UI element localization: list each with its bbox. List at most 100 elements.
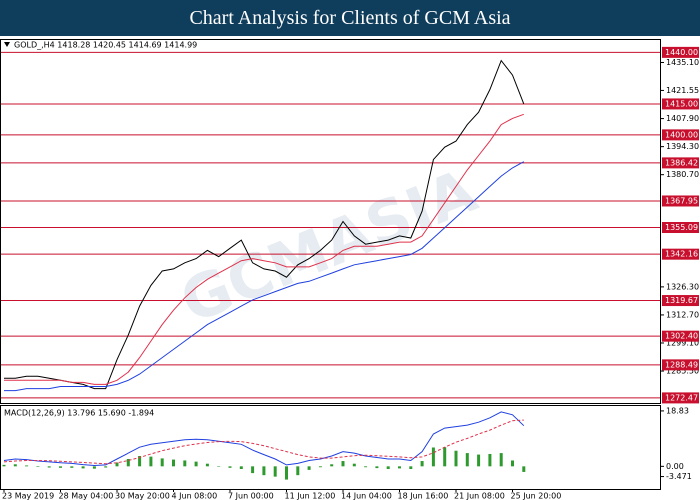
histogram-bar [138, 456, 142, 467]
histogram-bar [296, 466, 300, 476]
histogram-bar [386, 466, 390, 469]
x-tick-label: 7 Jun 00:00 [228, 492, 274, 500]
level-label: 1302.40 [665, 332, 698, 341]
histogram-bar [409, 466, 413, 469]
histogram-bar [420, 461, 424, 467]
x-tick-label: 14 Jun 04:00 [341, 492, 392, 500]
x-tick-label: 25 Jun 20:00 [511, 492, 562, 500]
level-box [662, 46, 699, 58]
level-label: 1440.00 [665, 48, 698, 57]
histogram-bar [81, 466, 85, 469]
y-tick-label: 18.83 [666, 406, 689, 415]
series-line [4, 113, 524, 385]
level-box [662, 248, 699, 260]
level-label: 1272.47 [665, 393, 698, 402]
x-tick-label: 23 May 2019 [2, 492, 54, 500]
histogram-bar [160, 458, 164, 467]
main-frame [0, 39, 661, 404]
y-tick-label: 0.00 [666, 462, 684, 471]
y-tick-label: 1299.10 [666, 338, 699, 347]
histogram-bar [194, 461, 198, 467]
y-tick-label: 1380.70 [666, 170, 699, 179]
main-title: GOLD_,H4 1418.28 1420.45 1414.69 1414.99 [14, 41, 197, 50]
histogram-bar [511, 460, 514, 467]
series-line [3, 411, 525, 467]
level-box [662, 157, 699, 169]
histogram-bar [115, 462, 119, 467]
series-line [4, 161, 525, 392]
histogram-bar [330, 464, 334, 467]
x-tick-label: 30 May 20:00 [115, 492, 170, 500]
triangle-icon [4, 42, 10, 47]
level-label: 1319.67 [665, 296, 698, 305]
x-tick-label: 28 May 04:00 [59, 492, 114, 500]
histogram-bar [183, 460, 187, 467]
level-box [662, 392, 699, 404]
histogram-bar [398, 466, 401, 469]
histogram-bar [364, 466, 368, 468]
histogram-bar [126, 458, 130, 467]
x-tick-label: 4 Jun 08:00 [172, 492, 218, 500]
y-tick-label: 1421.55 [666, 86, 699, 95]
histogram-bar [375, 466, 379, 469]
histogram-bar [70, 466, 74, 468]
macd-title: MACD(12,26,9) 13.796 15.690 -1.894 [4, 409, 154, 418]
histogram-bar [285, 466, 288, 480]
histogram-bar [477, 454, 481, 467]
x-tick-label: 11 Jun 12:00 [285, 492, 336, 500]
y-tick-label: 1312.70 [666, 310, 699, 319]
histogram-bar [47, 466, 51, 468]
histogram-bar [239, 466, 243, 469]
chart: GCMASIA GOLD_,H4 1418.28 1420.45 1414.69… [0, 39, 699, 500]
x-tick-label: 21 Jun 08:00 [454, 492, 505, 500]
series-line [3, 419, 524, 465]
level-box [662, 98, 699, 110]
level-label: 1355.09 [665, 223, 698, 232]
watermark: GCMASIA [171, 156, 486, 338]
level-box [662, 195, 699, 207]
level-box [662, 295, 699, 307]
histogram-bar [465, 453, 469, 467]
histogram-bar [228, 466, 232, 468]
level-box [662, 222, 699, 234]
histogram-bar [273, 466, 277, 477]
y-tick-label: 1407.90 [666, 114, 699, 123]
level-box [662, 359, 699, 371]
histogram-bar [499, 453, 503, 467]
y-tick-label: -3.471 [666, 472, 692, 481]
histogram-bar [488, 453, 492, 467]
histogram-bar [2, 464, 6, 467]
histogram-bar [454, 450, 458, 467]
histogram-bar [104, 466, 108, 468]
histogram-bar [149, 456, 153, 467]
histogram-bar [13, 464, 17, 467]
y-tick-label: 1394.30 [666, 142, 699, 151]
histogram-bar [341, 461, 345, 467]
y-tick-label: 1435.10 [666, 58, 699, 67]
level-label: 1400.00 [665, 130, 698, 139]
histogram-bar [352, 463, 356, 467]
histogram-bar [307, 466, 311, 470]
macd-frame [0, 405, 661, 490]
histogram-bar [251, 466, 255, 474]
page-title: Chart Analysis for Clients of GCM Asia [0, 0, 700, 36]
histogram-bar [205, 463, 209, 467]
histogram-bar [92, 466, 96, 469]
y-tick-label: 1285.50 [666, 367, 699, 376]
histogram-bar [318, 466, 322, 468]
histogram-bar [443, 447, 447, 467]
level-label: 1415.00 [665, 99, 698, 108]
histogram-bar [25, 465, 29, 467]
histogram-bar [431, 447, 435, 467]
level-box [662, 330, 699, 342]
level-box [662, 129, 699, 141]
histogram-bar [36, 466, 40, 467]
x-tick-label: 18 Jun 16:00 [398, 492, 449, 500]
histogram-bar [262, 466, 266, 476]
histogram-bar [59, 466, 62, 468]
histogram-bar [172, 459, 175, 467]
histogram-bar [522, 466, 526, 472]
y-tick-label: 1326.30 [666, 282, 699, 291]
level-label: 1386.42 [665, 158, 698, 167]
level-label: 1367.95 [665, 196, 698, 205]
